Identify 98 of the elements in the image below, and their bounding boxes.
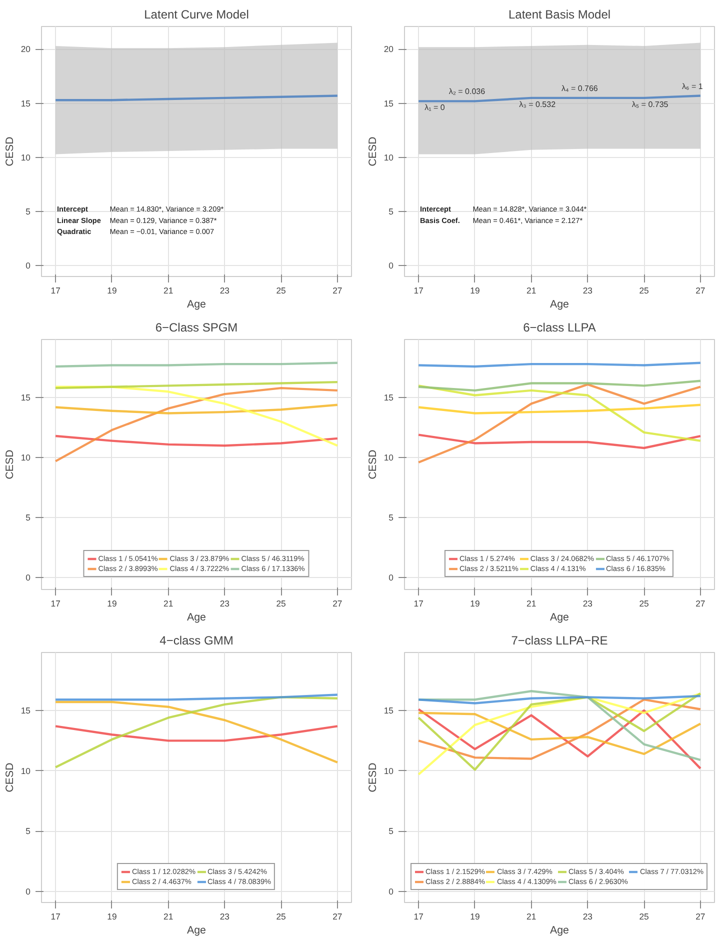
annotation: λ₃ = 0.532 — [519, 100, 556, 109]
line-series — [54, 386, 339, 462]
x-axis-title: Age — [187, 298, 206, 310]
x-tick-label: 25 — [639, 286, 650, 296]
chart-title: 7−class LLPA−RE — [511, 634, 608, 648]
y-tick-label: 20 — [384, 44, 394, 54]
line-series — [417, 708, 702, 770]
y-tick-label: 10 — [20, 452, 31, 463]
line-series — [417, 712, 702, 756]
x-tick-label: 25 — [639, 598, 650, 608]
x-tick-label: 17 — [50, 598, 61, 608]
x-tick-label: 21 — [526, 598, 536, 608]
x-tick-label: 27 — [332, 912, 342, 922]
x-tick-label: 19 — [107, 286, 117, 296]
y-tick-label: 0 — [26, 572, 31, 583]
x-tick-label: 19 — [470, 286, 480, 296]
x-tick-label: 27 — [696, 286, 706, 296]
x-tick-label: 27 — [696, 912, 706, 922]
x-tick-label: 21 — [526, 286, 536, 296]
x-tick-label: 17 — [414, 912, 424, 922]
x-tick-label: 23 — [220, 286, 230, 296]
y-axis-title: CESD — [4, 762, 16, 792]
line-series — [417, 434, 702, 450]
chart-title: Latent Basis Model — [508, 8, 611, 22]
y-tick-label: 0 — [388, 260, 394, 271]
x-tick-label: 17 — [50, 912, 61, 922]
y-tick-label: 15 — [384, 98, 394, 108]
y-tick-label: 15 — [384, 392, 394, 403]
annotation: λ₂ = 0.036 — [448, 87, 486, 96]
line-series — [54, 386, 339, 447]
y-tick-label: 5 — [388, 512, 394, 523]
y-tick-label: 15 — [20, 98, 31, 108]
x-tick-label: 19 — [107, 598, 117, 608]
annotation: λ₆ = 1 — [682, 82, 704, 91]
x-tick-label: 23 — [220, 598, 230, 608]
y-axis-title: CESD — [366, 136, 379, 166]
line-series — [54, 434, 339, 447]
chart-title: 6−Class SPGM — [155, 320, 238, 334]
x-tick-label: 23 — [582, 286, 593, 296]
y-tick-label: 15 — [20, 705, 31, 716]
x-axis-title: Age — [187, 612, 206, 624]
y-tick-label: 0 — [388, 572, 394, 583]
x-tick-label: 17 — [50, 286, 61, 296]
y-tick-label: 10 — [20, 152, 31, 162]
y-tick-label: 10 — [384, 452, 394, 463]
y-tick-label: 10 — [384, 152, 394, 162]
chart-title: Latent Curve Model — [144, 8, 249, 22]
x-tick-label: 21 — [164, 912, 174, 922]
y-tick-label: 15 — [384, 705, 394, 716]
y-tick-label: 5 — [388, 206, 394, 217]
annotation: λ₅ = 0.735 — [632, 100, 669, 109]
annotation: λ₄ = 0.766 — [561, 84, 598, 93]
x-axis-title: Age — [550, 298, 570, 310]
line-series — [417, 384, 702, 442]
x-tick-label: 27 — [696, 598, 706, 608]
x-tick-label: 25 — [276, 286, 286, 296]
y-tick-label: 5 — [26, 826, 31, 836]
x-tick-label: 21 — [164, 598, 174, 608]
x-tick-label: 17 — [414, 286, 424, 296]
y-tick-label: 0 — [26, 260, 31, 271]
y-tick-label: 0 — [26, 886, 31, 897]
line-series — [417, 404, 702, 414]
line-series — [417, 694, 702, 704]
y-axis-title: CESD — [366, 762, 379, 792]
x-axis-title: Age — [550, 612, 570, 624]
x-tick-label: 27 — [332, 286, 342, 296]
line-series — [54, 404, 339, 414]
line-series — [417, 383, 702, 464]
x-tick-label: 23 — [220, 912, 230, 922]
x-axis-title: Age — [187, 924, 206, 936]
x-tick-label: 21 — [526, 912, 536, 922]
x-tick-label: 27 — [332, 598, 342, 608]
x-tick-label: 25 — [276, 598, 286, 608]
x-tick-label: 23 — [582, 912, 593, 922]
y-tick-label: 10 — [20, 766, 31, 776]
x-tick-label: 23 — [582, 598, 593, 608]
x-tick-label: 25 — [639, 912, 650, 922]
x-tick-label: 17 — [414, 598, 424, 608]
y-axis-title: CESD — [4, 449, 16, 480]
y-tick-label: 5 — [26, 206, 31, 217]
y-tick-label: 10 — [384, 766, 394, 776]
y-tick-label: 5 — [26, 512, 31, 523]
x-tick-label: 19 — [107, 912, 117, 922]
y-tick-label: 15 — [20, 392, 31, 403]
y-tick-label: 20 — [20, 44, 31, 54]
y-axis-title: CESD — [4, 136, 16, 166]
x-tick-label: 19 — [470, 912, 480, 922]
line-series — [417, 380, 702, 392]
chart-title: 6−class LLPA — [523, 320, 596, 334]
x-axis-title: Age — [550, 924, 570, 936]
x-tick-label: 19 — [470, 598, 480, 608]
x-tick-label: 21 — [164, 286, 174, 296]
y-tick-label: 0 — [388, 886, 394, 897]
y-tick-label: 5 — [388, 826, 394, 836]
y-axis-title: CESD — [366, 449, 379, 480]
annotation: λ₁ = 0 — [424, 103, 446, 112]
chart-title: 4−class GMM — [160, 634, 234, 648]
x-tick-label: 25 — [276, 912, 286, 922]
